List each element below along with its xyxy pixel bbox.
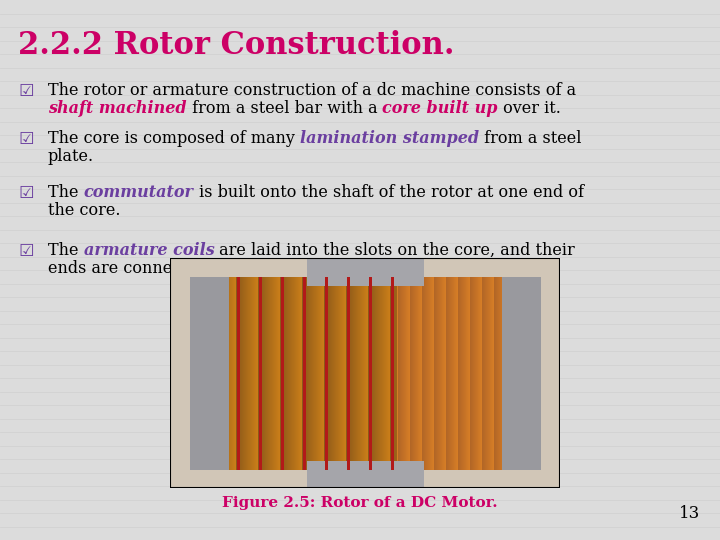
Text: core built up: core built up xyxy=(382,100,498,117)
Text: 2.2.2 Rotor Construction.: 2.2.2 Rotor Construction. xyxy=(18,30,454,61)
Text: The: The xyxy=(48,242,84,259)
Text: ☑: ☑ xyxy=(18,184,34,202)
Text: shaft machined: shaft machined xyxy=(48,100,186,117)
Text: ends are connected to the commutator segments.: ends are connected to the commutator seg… xyxy=(48,260,453,277)
Text: the core.: the core. xyxy=(48,202,120,219)
Text: The core is composed of many: The core is composed of many xyxy=(48,130,300,147)
Text: 13: 13 xyxy=(679,505,700,522)
Text: ☑: ☑ xyxy=(18,82,34,100)
Text: is built onto the shaft of the rotor at one end of: is built onto the shaft of the rotor at … xyxy=(194,184,583,201)
Text: ☑: ☑ xyxy=(18,242,34,260)
Text: The rotor or armature construction of a dc machine consists of a: The rotor or armature construction of a … xyxy=(48,82,581,99)
Text: lamination stamped: lamination stamped xyxy=(300,130,479,147)
Text: commutator: commutator xyxy=(84,184,194,201)
Text: Figure 2.5: Rotor of a DC Motor.: Figure 2.5: Rotor of a DC Motor. xyxy=(222,496,498,510)
Text: from a steel bar with a: from a steel bar with a xyxy=(186,100,382,117)
Text: over it.: over it. xyxy=(498,100,561,117)
Text: are laid into the slots on the core, and their: are laid into the slots on the core, and… xyxy=(215,242,575,259)
Text: plate.: plate. xyxy=(48,148,94,165)
Bar xyxy=(170,258,560,488)
Text: The: The xyxy=(48,184,84,201)
Text: armature coils: armature coils xyxy=(84,242,215,259)
Text: ☑: ☑ xyxy=(18,130,34,148)
Text: from a steel: from a steel xyxy=(479,130,582,147)
